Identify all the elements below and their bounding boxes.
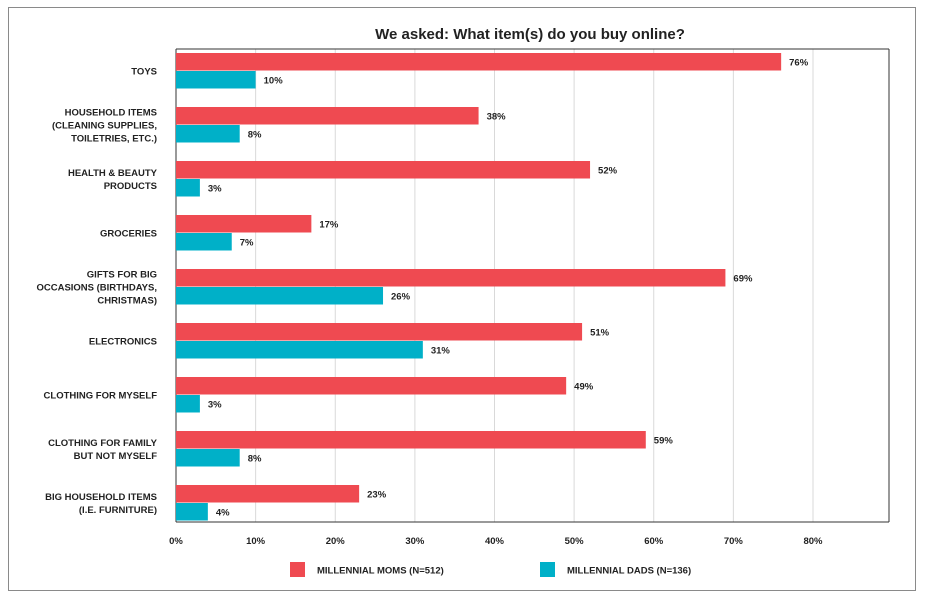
category-label-line: CLOTHING FOR MYSELF bbox=[44, 390, 158, 401]
category-labels: TOYS HOUSEHOLD ITEMS (CLEANING SUPPLIES, TO… bbox=[36, 66, 157, 516]
category-label-line: (CLEANING SUPPLIES, bbox=[52, 120, 157, 131]
category-label-line: PRODUCTS bbox=[104, 181, 157, 192]
x-tick-label: 40% bbox=[485, 536, 505, 547]
legend-swatch-moms bbox=[290, 562, 305, 577]
category-label: CLOTHING FOR FAMILY BUT NOT MYSELF bbox=[48, 438, 158, 462]
bar-moms bbox=[176, 107, 479, 125]
data-label: 23% bbox=[367, 489, 387, 500]
category-label: HOUSEHOLD ITEMS (CLEANING SUPPLIES, TOILET… bbox=[52, 107, 157, 144]
data-label: 49% bbox=[574, 381, 594, 392]
category-label-line: GIFTS FOR BIG bbox=[87, 269, 157, 280]
bar-dads bbox=[176, 395, 200, 413]
category-label-line: BUT NOT MYSELF bbox=[74, 451, 158, 462]
category-label: ELECTRONICS bbox=[89, 336, 157, 347]
category-label-line: HOUSEHOLD ITEMS bbox=[65, 107, 157, 118]
data-label: 8% bbox=[248, 129, 262, 140]
data-label: 8% bbox=[248, 453, 262, 464]
category-label-line: (I.E. FURNITURE) bbox=[79, 505, 157, 516]
data-labels: 76% 10% 38% 8% 52% 3% 17% 7% 69% 26% 51% 31% 49% 3% 59… bbox=[208, 57, 809, 518]
bar-dads bbox=[176, 71, 256, 89]
data-label: 69% bbox=[733, 273, 753, 284]
data-label: 10% bbox=[264, 75, 284, 86]
bar-moms bbox=[176, 269, 726, 287]
bar-moms bbox=[176, 323, 583, 341]
data-label: 59% bbox=[654, 435, 674, 446]
chart-title: We asked: What item(s) do you buy online… bbox=[375, 26, 685, 43]
x-tick-label: 10% bbox=[246, 536, 266, 547]
data-label: 76% bbox=[789, 57, 809, 68]
data-label: 3% bbox=[208, 399, 222, 410]
bar-dads bbox=[176, 449, 240, 467]
category-label-line: OCCASIONS (BIRTHDAYS, bbox=[36, 282, 157, 293]
data-label: 51% bbox=[590, 327, 610, 338]
bar-dads bbox=[176, 233, 232, 251]
category-label-line: CLOTHING FOR FAMILY bbox=[48, 438, 158, 449]
x-tick-label: 60% bbox=[644, 536, 664, 547]
x-tick-label: 80% bbox=[803, 536, 823, 547]
data-label: 26% bbox=[391, 291, 411, 302]
category-label-line: BIG HOUSEHOLD ITEMS bbox=[45, 492, 157, 503]
chart-frame: We asked: What item(s) do you buy online… bbox=[8, 7, 916, 591]
data-label: 4% bbox=[216, 507, 230, 518]
x-tick-label: 50% bbox=[565, 536, 585, 547]
category-label-line: TOYS bbox=[131, 66, 157, 77]
legend-swatch-dads bbox=[540, 562, 555, 577]
x-tick-label: 70% bbox=[724, 536, 744, 547]
bar-dads bbox=[176, 341, 423, 359]
data-label: 52% bbox=[598, 165, 618, 176]
data-label: 3% bbox=[208, 183, 222, 194]
category-label: GROCERIES bbox=[100, 228, 157, 239]
category-label-line: ELECTRONICS bbox=[89, 336, 157, 347]
category-label-line: HEALTH & BEAUTY bbox=[68, 168, 158, 179]
bar-dads bbox=[176, 125, 240, 143]
bar-moms bbox=[176, 485, 360, 503]
bar-dads bbox=[176, 503, 208, 521]
data-label: 38% bbox=[487, 111, 507, 122]
x-tick-label: 20% bbox=[326, 536, 346, 547]
chart: We asked: What item(s) do you buy online… bbox=[36, 26, 890, 577]
data-label: 17% bbox=[319, 219, 339, 230]
bar-dads bbox=[176, 179, 200, 197]
x-axis-ticks: 0% 10% 20% 30% 40% 50% 60% 70% 80% bbox=[169, 536, 823, 547]
data-label: 31% bbox=[431, 345, 451, 356]
x-tick-label: 0% bbox=[169, 536, 183, 547]
category-label: CLOTHING FOR MYSELF bbox=[44, 390, 158, 401]
category-label: TOYS bbox=[131, 66, 157, 77]
x-tick-label: 30% bbox=[405, 536, 425, 547]
bar-moms bbox=[176, 215, 312, 233]
bar-dads bbox=[176, 287, 384, 305]
data-label: 7% bbox=[240, 237, 254, 248]
bar-moms bbox=[176, 377, 567, 395]
category-label: BIG HOUSEHOLD ITEMS (I.E. FURNITURE) bbox=[45, 492, 157, 516]
bar-moms bbox=[176, 53, 782, 71]
category-label-line: GROCERIES bbox=[100, 228, 157, 239]
category-label-line: TOILETRIES, ETC.) bbox=[71, 133, 157, 144]
category-label-line: CHRISTMAS) bbox=[97, 295, 157, 306]
category-label: HEALTH & BEAUTY PRODUCTS bbox=[68, 168, 158, 192]
legend: MILLENNIAL MOMS (N=512) MILLENNIAL DADS (… bbox=[290, 562, 691, 577]
legend-label: MILLENNIAL MOMS (N=512) bbox=[317, 566, 444, 577]
bar-moms bbox=[176, 431, 646, 449]
bars bbox=[176, 53, 782, 521]
bar-moms bbox=[176, 161, 591, 179]
legend-label: MILLENNIAL DADS (N=136) bbox=[567, 566, 691, 577]
category-label: GIFTS FOR BIG OCCASIONS (BIRTHDAYS, CHRIST… bbox=[36, 269, 157, 306]
